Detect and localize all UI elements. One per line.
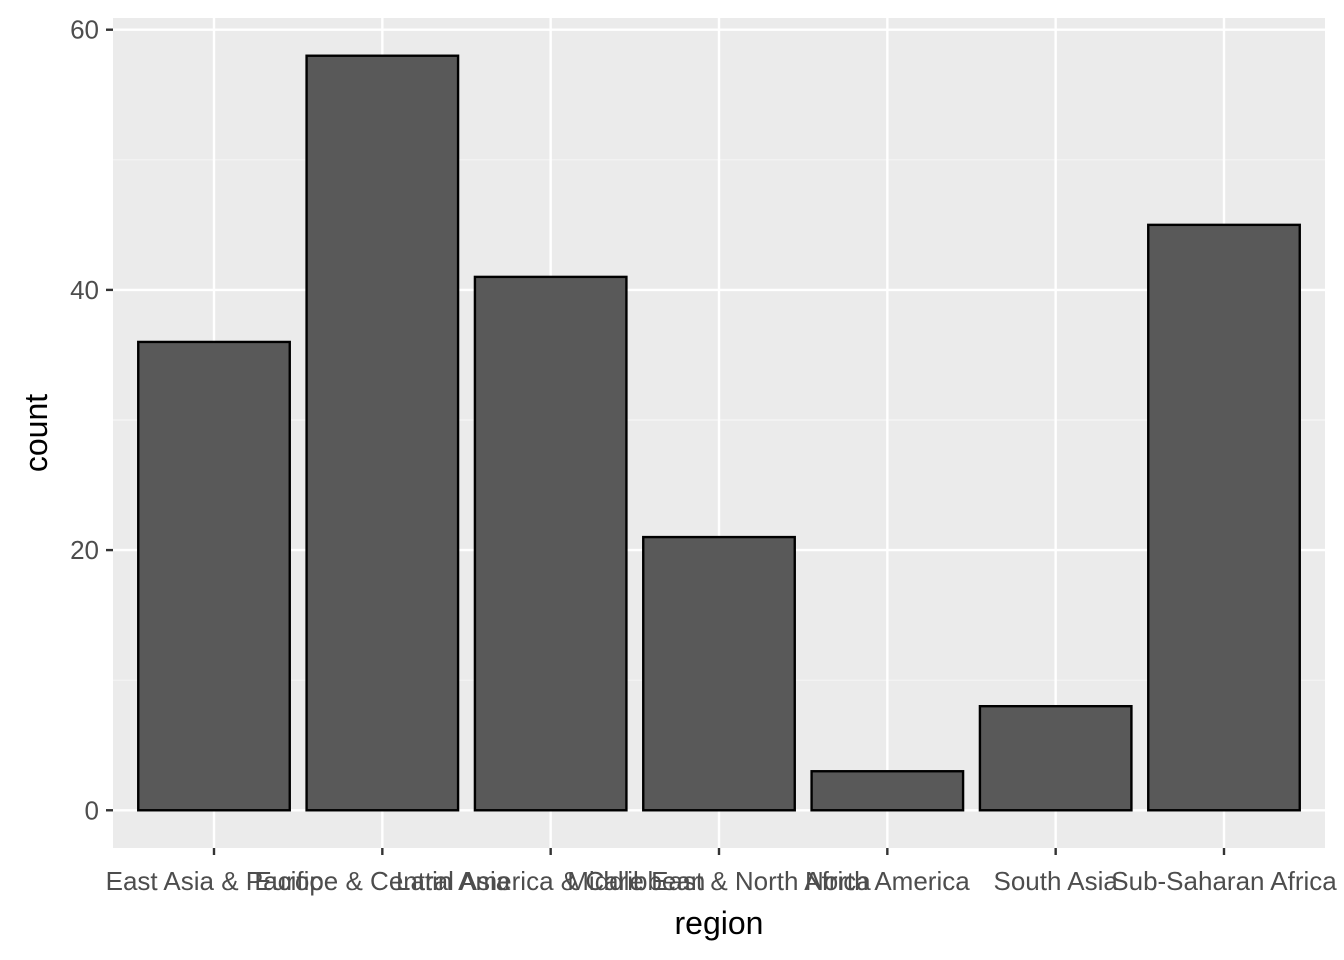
bar: [305, 54, 460, 812]
bar: [1147, 223, 1301, 812]
y-tick-label: 60: [70, 15, 99, 45]
y-axis: 0 20 40 60: [70, 15, 113, 825]
x-tick-label: Sub-Saharan Africa: [1111, 866, 1337, 896]
y-tick-label: 0: [85, 795, 99, 825]
bars: [137, 54, 1301, 812]
x-tick-label: Middle East & North Africa: [567, 866, 871, 896]
x-tick-label: South Asia: [994, 866, 1119, 896]
x-tick-label: Latin America & Caribbean: [396, 866, 705, 896]
y-tick-label: 40: [70, 275, 99, 305]
y-tick-label: 20: [70, 535, 99, 565]
x-tick-label: North America: [805, 866, 970, 896]
x-tick-label: Europe & Central Asia: [254, 866, 510, 896]
y-axis-title: count: [18, 394, 54, 472]
bar: [473, 275, 628, 812]
bar: [810, 770, 965, 812]
x-axis-title: region: [675, 905, 764, 941]
bar: [978, 704, 1133, 812]
bar: [137, 340, 291, 812]
x-tick-label: East Asia & Pacific: [106, 866, 323, 896]
bar: [642, 535, 796, 812]
